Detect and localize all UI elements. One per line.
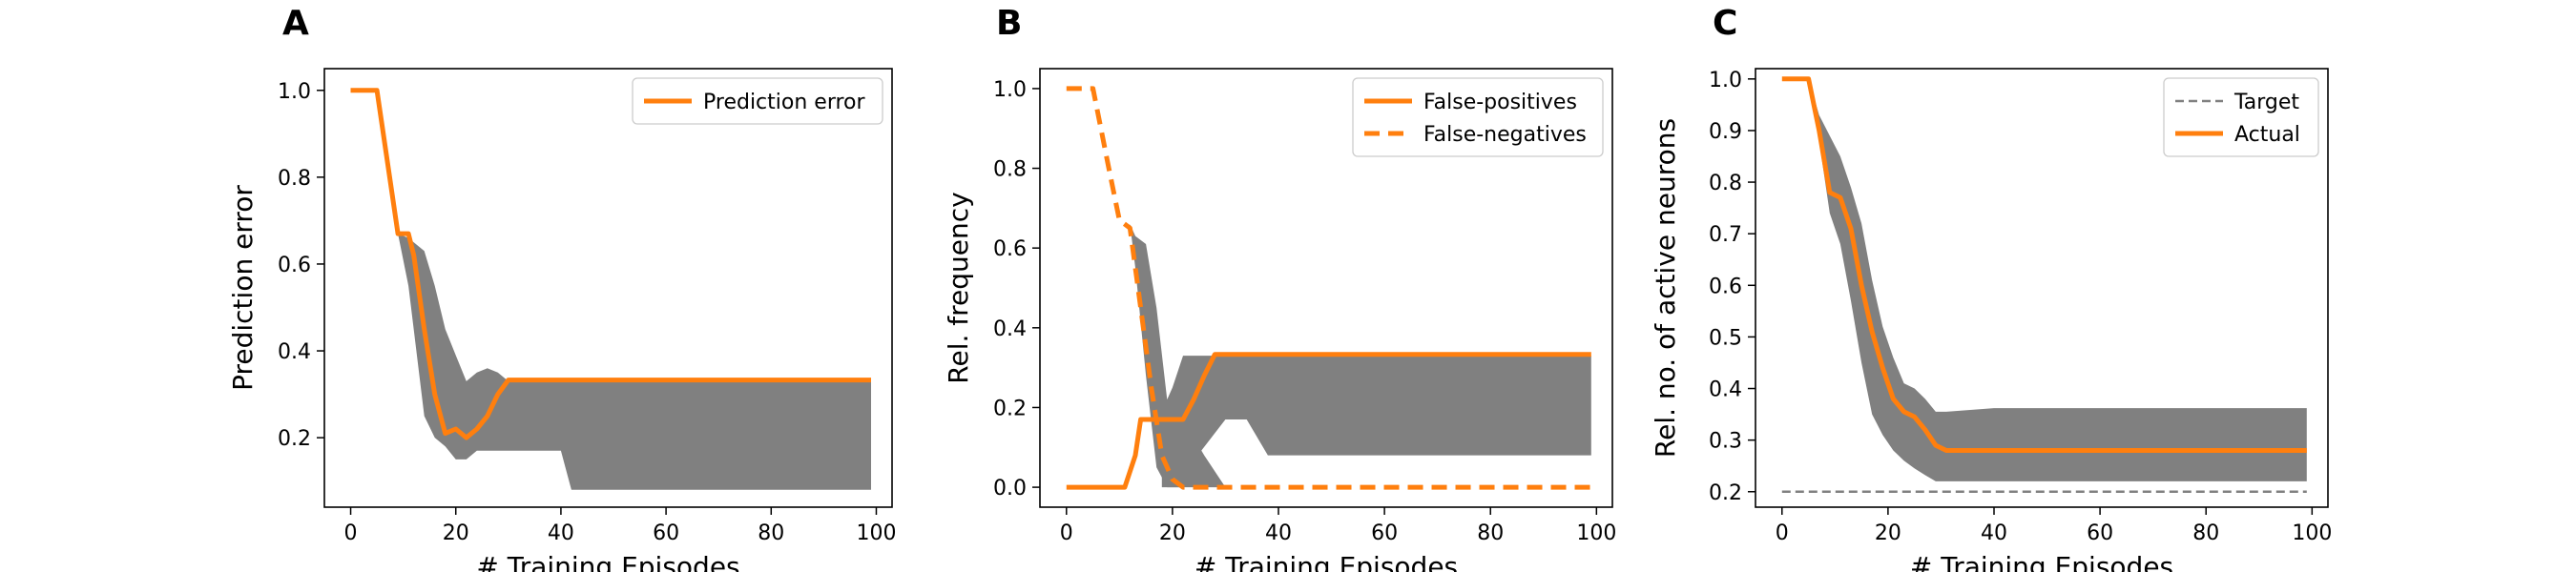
x-tick-label: 100 [1576,521,1616,545]
series-line [1066,352,1591,490]
series-line [350,88,871,440]
variability-band [398,234,871,490]
legend: Prediction error [632,77,883,125]
y-tick-label: 0.3 [1709,430,1742,454]
x-tick-label: 100 [2292,521,2332,545]
legend-frame [632,77,883,125]
x-tick-label: 100 [856,521,896,545]
x-tick-label: 0 [1060,521,1073,545]
y-tick-label: 0.8 [993,158,1027,182]
panel-b: B 0 20 40 60 80 100 0.0 0.2 0.4 0.6 0.8 1.0 # Traini… [943,4,1616,572]
panel-letter: B [996,4,1022,43]
y-tick-label: 1.0 [993,78,1027,102]
y-axis-label: Prediction error [227,185,259,391]
y-tick-label: 0.8 [278,167,311,191]
y-tick-label: 0.5 [1709,326,1742,350]
x-axis-label: # Training Episodes [1910,551,2173,572]
y-tick-label: 0.6 [1709,275,1742,298]
legend-frame [1352,77,1604,157]
x-tick-label: 80 [758,521,784,545]
x-tick-label: 20 [1875,521,1901,545]
y-tick-label: 0.8 [1709,172,1742,195]
legend: Target Actual [2163,77,2319,157]
y-tick-label: 0.9 [1709,120,1742,144]
y-tick-label: 0.0 [993,477,1027,500]
x-tick-label: 40 [1981,521,2007,545]
y-tick-label: 0.6 [278,254,311,277]
legend-label: Prediction error [703,91,865,114]
variability-band [1808,78,2307,481]
y-tick-label: 1.0 [278,80,311,104]
y-tick-label: 0.2 [993,397,1027,420]
legend-label: Target [2233,91,2299,114]
legend: False-positives False-negatives [1352,77,1604,157]
axes-frame [1039,68,1613,508]
panel-c: C 0 20 40 60 80 100 0.2 0.3 0.4 0.5 0.6 0.7 0.8 0.9 1.… [1650,4,2332,572]
x-tick-label: 60 [653,521,679,545]
legend-label: False-negatives [1423,123,1587,147]
x-axis-label: # Training Episodes [476,551,739,572]
y-tick-label: 0.2 [278,427,311,451]
x-tick-label: 60 [2087,521,2113,545]
y-tick-label: 0.7 [1709,223,1742,247]
legend-frame [2163,77,2319,157]
y-tick-label: 0.4 [1709,378,1742,402]
legend-label: Actual [2234,123,2300,147]
x-tick-label: 0 [1776,521,1789,545]
panel-a: A 0 20 40 60 80 100 0.2 0.4 0.6 0.8 1.0 # Training … [227,4,896,572]
x-tick-label: 40 [548,521,574,545]
plot-area [1066,86,1591,490]
series-line [1781,76,2307,453]
x-axis-label: # Training Episodes [1195,551,1458,572]
axes-frame [1755,68,2329,508]
x-tick-label: 80 [1477,521,1504,545]
panel-letter: C [1713,4,1737,43]
y-tick-label: 0.4 [993,317,1027,341]
x-tick-label: 0 [344,521,358,545]
x-tick-label: 80 [2192,521,2219,545]
y-tick-label: 0.4 [278,340,311,364]
plot-area [1781,76,2307,494]
y-tick-label: 0.6 [993,237,1027,261]
y-tick-label: 1.0 [1709,69,1742,92]
series-line [1066,86,1591,490]
y-axis-label: Rel. no. of active neurons [1650,118,1681,458]
plot-area [350,88,871,490]
x-tick-label: 20 [1159,521,1186,545]
variability-band [1161,419,1226,488]
axes-frame [323,68,893,508]
variability-band [1119,219,1591,488]
x-tick-label: 40 [1265,521,1292,545]
x-tick-label: 60 [1371,521,1398,545]
legend-label: False-positives [1423,91,1577,114]
x-tick-label: 20 [443,521,469,545]
y-tick-label: 0.2 [1709,481,1742,505]
panel-letter: A [282,4,309,43]
y-axis-label: Rel. frequency [943,192,974,383]
